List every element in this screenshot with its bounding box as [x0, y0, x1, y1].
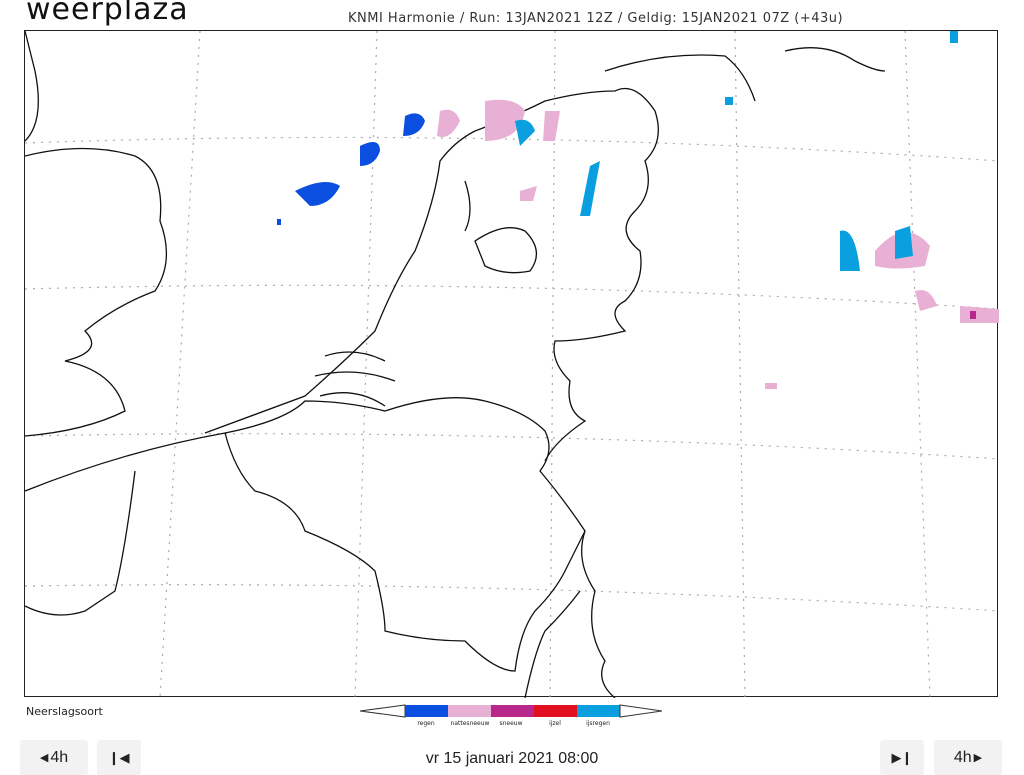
weerplaza-logo: weerplaza: [26, 0, 189, 27]
precipitation-cells: [277, 31, 999, 389]
caret-left-icon: ◀: [39, 752, 49, 764]
legend-swatch-sneeuw: [491, 705, 534, 717]
coastlines-borders: [25, 31, 886, 698]
first-frame-button[interactable]: ❙◀: [97, 740, 141, 775]
legend-swatch-nattesneeuw: [448, 705, 491, 717]
legend-label: ijsregen: [586, 720, 610, 727]
legend-swatch-regen: [405, 705, 448, 717]
legend-colorbar: regen nattesneeuw sneeuw ijzel ijsregen: [359, 703, 663, 727]
current-time: vr 15 januari 2021 08:00: [425, 750, 599, 767]
legend-title: Neerslagsoort: [26, 705, 103, 718]
legend-label: nattesneeuw: [450, 720, 490, 727]
legend-label: sneeuw: [499, 720, 523, 727]
skip-start-icon: ❙◀: [108, 749, 130, 765]
run-info: KNMI Harmonie / Run: 13JAN2021 12Z / Gel…: [348, 11, 844, 26]
map-canvas: [25, 31, 999, 698]
forward-4h-button[interactable]: 4h ▶: [934, 740, 1002, 775]
legend-label: ijzel: [549, 720, 561, 727]
caret-right-icon: ▶: [973, 752, 983, 764]
legend-swatch-ijsregen: [577, 705, 620, 717]
back-4h-button[interactable]: ◀ 4h: [20, 740, 88, 775]
skip-end-icon: ▶❙: [891, 749, 913, 765]
precipitation-map: [24, 30, 999, 698]
legend-label: regen: [417, 720, 435, 727]
last-frame-button[interactable]: ▶❙: [880, 740, 924, 775]
legend-swatch-ijzel: [534, 705, 577, 717]
